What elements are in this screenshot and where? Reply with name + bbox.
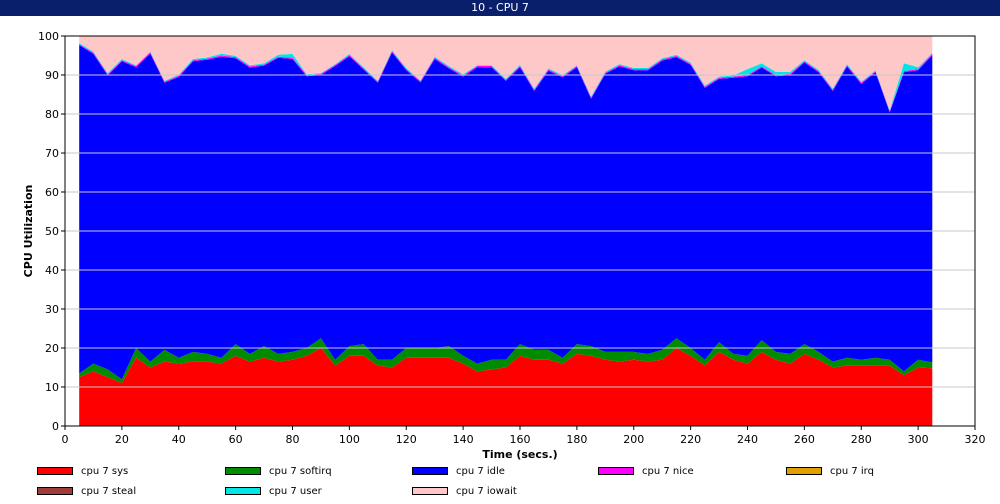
area-series-cpu-7-iowait bbox=[79, 36, 933, 111]
y-tick-label: 10 bbox=[45, 381, 59, 394]
y-tick-label: 60 bbox=[45, 186, 59, 199]
area-series-cpu-7-idle bbox=[79, 45, 933, 380]
legend-swatch bbox=[412, 487, 448, 495]
y-tick-label: 70 bbox=[45, 147, 59, 160]
legend-swatch bbox=[598, 467, 634, 475]
y-tick-label: 20 bbox=[45, 342, 59, 355]
legend-label: cpu 7 softirq bbox=[269, 466, 332, 477]
x-tick-label: 200 bbox=[623, 433, 644, 446]
cpu-utilization-chart: 0 10 20 30 40 50 60 70 80 90 100 0 20 40 60 80 100 120 14… bbox=[22, 30, 986, 461]
y-tick-label: 90 bbox=[45, 69, 59, 82]
legend-label: cpu 7 user bbox=[269, 486, 322, 497]
legend-swatch bbox=[37, 487, 73, 495]
area-series-cpu-7-softirq bbox=[79, 338, 933, 384]
legend-swatch bbox=[412, 467, 448, 475]
legend-swatch bbox=[225, 487, 261, 495]
x-axis-label: Time (secs.) bbox=[482, 448, 557, 461]
legend-swatch bbox=[225, 467, 261, 475]
legend-label: cpu 7 irq bbox=[830, 466, 874, 477]
x-tick-label: 280 bbox=[851, 433, 872, 446]
legend-label: cpu 7 iowait bbox=[456, 486, 517, 497]
x-tick-label: 80 bbox=[286, 433, 300, 446]
legend-swatch bbox=[37, 467, 73, 475]
x-tick-label: 0 bbox=[62, 433, 69, 446]
x-tick-label: 100 bbox=[339, 433, 360, 446]
y-tick-label: 40 bbox=[45, 264, 59, 277]
legend-label: cpu 7 sys bbox=[81, 466, 129, 477]
y-axis-ticks: 0 10 20 30 40 50 60 70 80 90 100 bbox=[38, 30, 65, 433]
x-tick-label: 220 bbox=[680, 433, 701, 446]
y-tick-label: 100 bbox=[38, 30, 59, 43]
y-tick-label: 30 bbox=[45, 303, 59, 316]
x-tick-label: 160 bbox=[510, 433, 531, 446]
x-tick-label: 20 bbox=[115, 433, 129, 446]
legend-label: cpu 7 steal bbox=[81, 486, 137, 497]
x-tick-label: 240 bbox=[737, 433, 758, 446]
x-tick-label: 300 bbox=[908, 433, 929, 446]
chart-areas bbox=[79, 36, 933, 426]
x-axis-ticks: 0 20 40 60 80 100 120 140 160 180 200 220 240 260 280 3… bbox=[62, 426, 986, 446]
legend-swatch bbox=[786, 467, 822, 475]
y-tick-label: 0 bbox=[52, 420, 59, 433]
chart-gridlines bbox=[65, 74, 975, 388]
legend-label: cpu 7 nice bbox=[642, 466, 694, 477]
y-tick-label: 80 bbox=[45, 108, 59, 121]
y-tick-label: 50 bbox=[45, 225, 59, 238]
x-tick-label: 40 bbox=[172, 433, 186, 446]
x-tick-label: 120 bbox=[396, 433, 417, 446]
x-tick-label: 320 bbox=[965, 433, 986, 446]
x-tick-label: 140 bbox=[453, 433, 474, 446]
legend-label: cpu 7 idle bbox=[456, 466, 505, 477]
chart-legend: cpu 7 sys cpu 7 softirq cpu 7 idle cpu 7 ni… bbox=[0, 462, 1000, 504]
x-tick-label: 260 bbox=[794, 433, 815, 446]
window-title: 10 - CPU 7 bbox=[0, 0, 1000, 16]
x-tick-label: 180 bbox=[566, 433, 587, 446]
x-tick-label: 60 bbox=[229, 433, 243, 446]
y-axis-label: CPU Utilization bbox=[22, 185, 35, 278]
